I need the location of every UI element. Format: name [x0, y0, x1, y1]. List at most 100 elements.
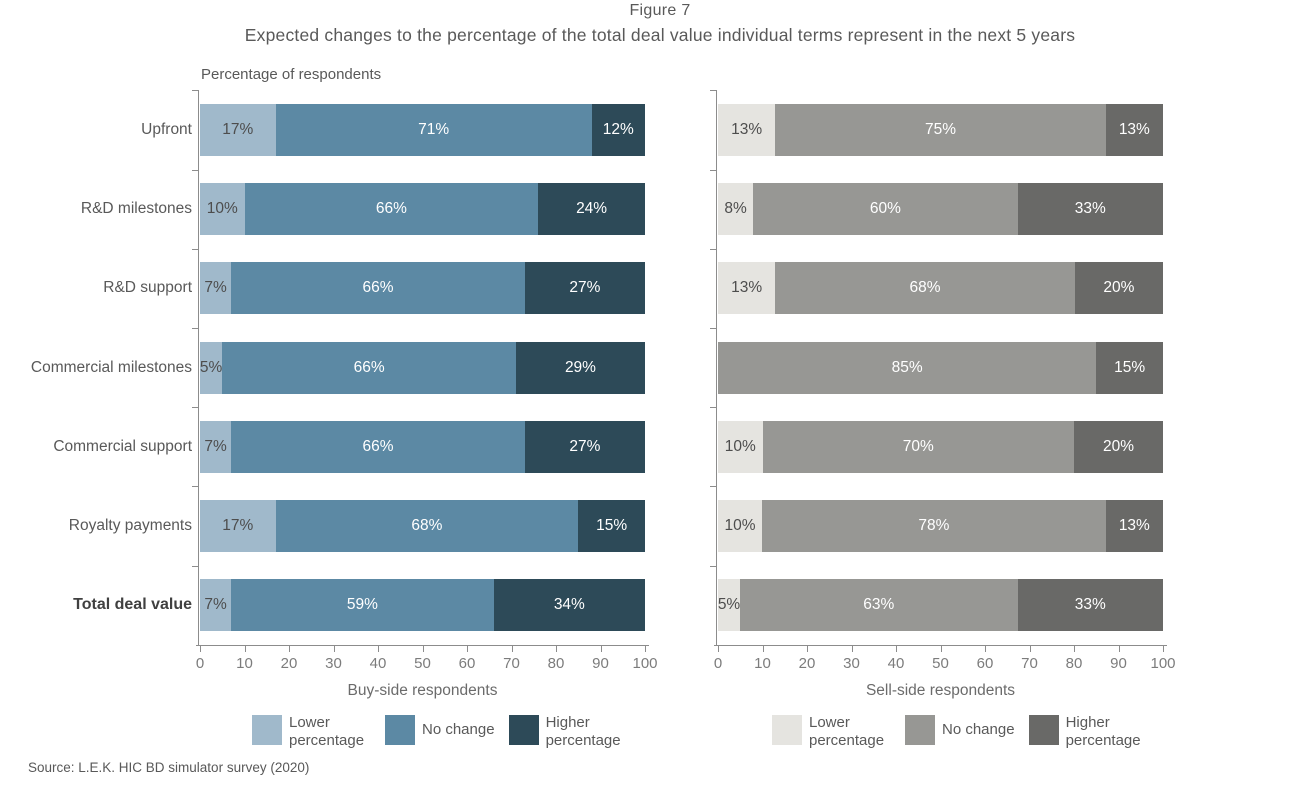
x-tick-label: 10	[754, 655, 771, 672]
x-tick-label: 50	[414, 655, 431, 672]
y-axis-tick	[710, 407, 716, 409]
bar-row: 10% 66% 24%	[200, 183, 645, 236]
x-axis-tick	[422, 646, 424, 652]
x-tick-label: 0	[713, 655, 723, 672]
category-label: R&D support	[103, 279, 192, 297]
x-axis-line	[714, 645, 1167, 646]
y-axis-tick	[192, 248, 198, 250]
legend-item: Higher percentage	[508, 713, 628, 749]
legend-swatch	[1028, 715, 1059, 745]
y-axis-tick	[710, 565, 716, 567]
x-tick-label: 90	[1110, 655, 1127, 672]
x-axis-tick	[467, 646, 468, 652]
y-axis-tick	[192, 90, 198, 91]
bar-row: 17% 71% 12%	[200, 104, 645, 156]
legend-label: No change	[422, 721, 495, 738]
category-label: Upfront	[141, 121, 192, 138]
x-axis-tick	[762, 646, 764, 652]
legend-item: No change	[905, 713, 1015, 749]
sell-side-chart: 0 10 20 30 40 50 60 70 80 90 100 Sell-side responde…	[710, 90, 1176, 699]
category-label: Commercial milestones	[30, 358, 192, 376]
x-axis-tick	[940, 646, 942, 652]
x-tick-label: 40	[887, 655, 905, 672]
source-note: Source: L.E.K. HIC BD simulator survey (…	[28, 760, 310, 775]
bar-segment: 13%	[1105, 104, 1163, 156]
bar-segment: 7%	[200, 262, 232, 315]
x-axis-tick	[1074, 646, 1075, 652]
bar-segment: 10%	[200, 183, 245, 236]
bar-row: 17% 68% 15%	[200, 500, 645, 552]
bar-segment: 7%	[200, 420, 232, 473]
y-axis-tick	[710, 486, 716, 488]
bar-segment: 27%	[524, 420, 645, 473]
x-axis-tick	[600, 646, 602, 652]
bar-segment: 85%	[718, 341, 1097, 394]
bar-segment: 33%	[1017, 579, 1163, 632]
x-axis-tick	[511, 646, 513, 652]
x-tick-label: 70	[503, 655, 520, 672]
bar-segment: 27%	[524, 262, 645, 315]
bar-row: 7% 66% 27%	[200, 420, 645, 473]
bar-row: 85% 15%	[718, 341, 1163, 394]
y-axis-tick	[192, 486, 198, 488]
x-tick-label: 80	[547, 655, 565, 672]
x-axis-tick	[645, 646, 646, 652]
category-label: R&D milestones	[80, 200, 192, 218]
bar-segment: 12%	[591, 104, 645, 156]
legend-swatch	[385, 715, 415, 745]
bar-segment: 63%	[740, 579, 1018, 632]
x-tick-label: 60	[976, 655, 994, 672]
bar-segment: 68%	[275, 500, 579, 552]
x-axis-tick	[718, 646, 719, 652]
x-tick-label: 10	[236, 655, 253, 672]
bar-segment: 5%	[200, 341, 222, 394]
x-tick-label: 20	[798, 655, 816, 672]
x-tick-label: 80	[1065, 655, 1083, 672]
legend-item: Lower percentage	[252, 713, 371, 749]
legend-item: Higher percentage	[1028, 713, 1148, 749]
bar-segment: 13%	[718, 104, 776, 156]
y-axis-line	[198, 90, 199, 646]
bar-row: 13% 68% 20%	[718, 262, 1163, 315]
y-axis-line	[716, 90, 717, 646]
x-axis-tick	[807, 646, 808, 652]
x-axis-tick	[378, 646, 379, 652]
bar-segment: 15%	[578, 500, 645, 552]
y-axis-title: Percentage of respondents	[201, 66, 382, 83]
bar-segment: 5%	[718, 579, 740, 632]
bar-segment: 66%	[222, 341, 516, 394]
x-tick-label: 20	[280, 655, 298, 672]
bar-segment: 68%	[775, 262, 1075, 315]
bar-segment: 7%	[200, 579, 232, 632]
bar-segment: 59%	[231, 579, 494, 632]
x-tick-label: 50	[932, 655, 949, 672]
x-tick-label: 100	[1150, 655, 1176, 672]
bar-segment: 20%	[1074, 420, 1163, 473]
x-axis-label: Sell-side respondents	[865, 682, 1016, 699]
x-tick-label: 60	[458, 655, 476, 672]
legend-swatch	[508, 715, 539, 745]
bar-segment: 13%	[1105, 500, 1163, 552]
bar-segment: 75%	[775, 104, 1106, 156]
legend-swatch	[772, 715, 802, 745]
bar-segment: 60%	[753, 183, 1018, 236]
bar-segment: 78%	[762, 500, 1106, 552]
legend-label: Lower percentage	[809, 714, 885, 749]
bar-segment: 24%	[538, 183, 645, 236]
legend-label: Lower percentage	[289, 714, 365, 749]
bar-segment: 66%	[244, 183, 539, 236]
x-tick-label: 0	[195, 655, 205, 672]
category-label: Total deal value	[73, 596, 192, 614]
x-axis-tick	[556, 646, 557, 652]
x-axis-tick	[1118, 646, 1120, 652]
bar-row: 10% 78% 13%	[718, 500, 1163, 552]
buy-side-legend: Lower percentage No change Higher percenta…	[252, 713, 642, 749]
buy-side-chart: 0 10 20 30 40 50 60 70 80 90 100 Buy-side responden…	[192, 90, 658, 699]
x-axis-tick	[200, 646, 201, 652]
bar-segment: 70%	[762, 420, 1074, 473]
x-tick-label: 30	[325, 655, 342, 672]
legend-swatch	[252, 715, 282, 745]
x-tick-label: 90	[592, 655, 609, 672]
figure-label: Figure 7	[629, 2, 691, 19]
